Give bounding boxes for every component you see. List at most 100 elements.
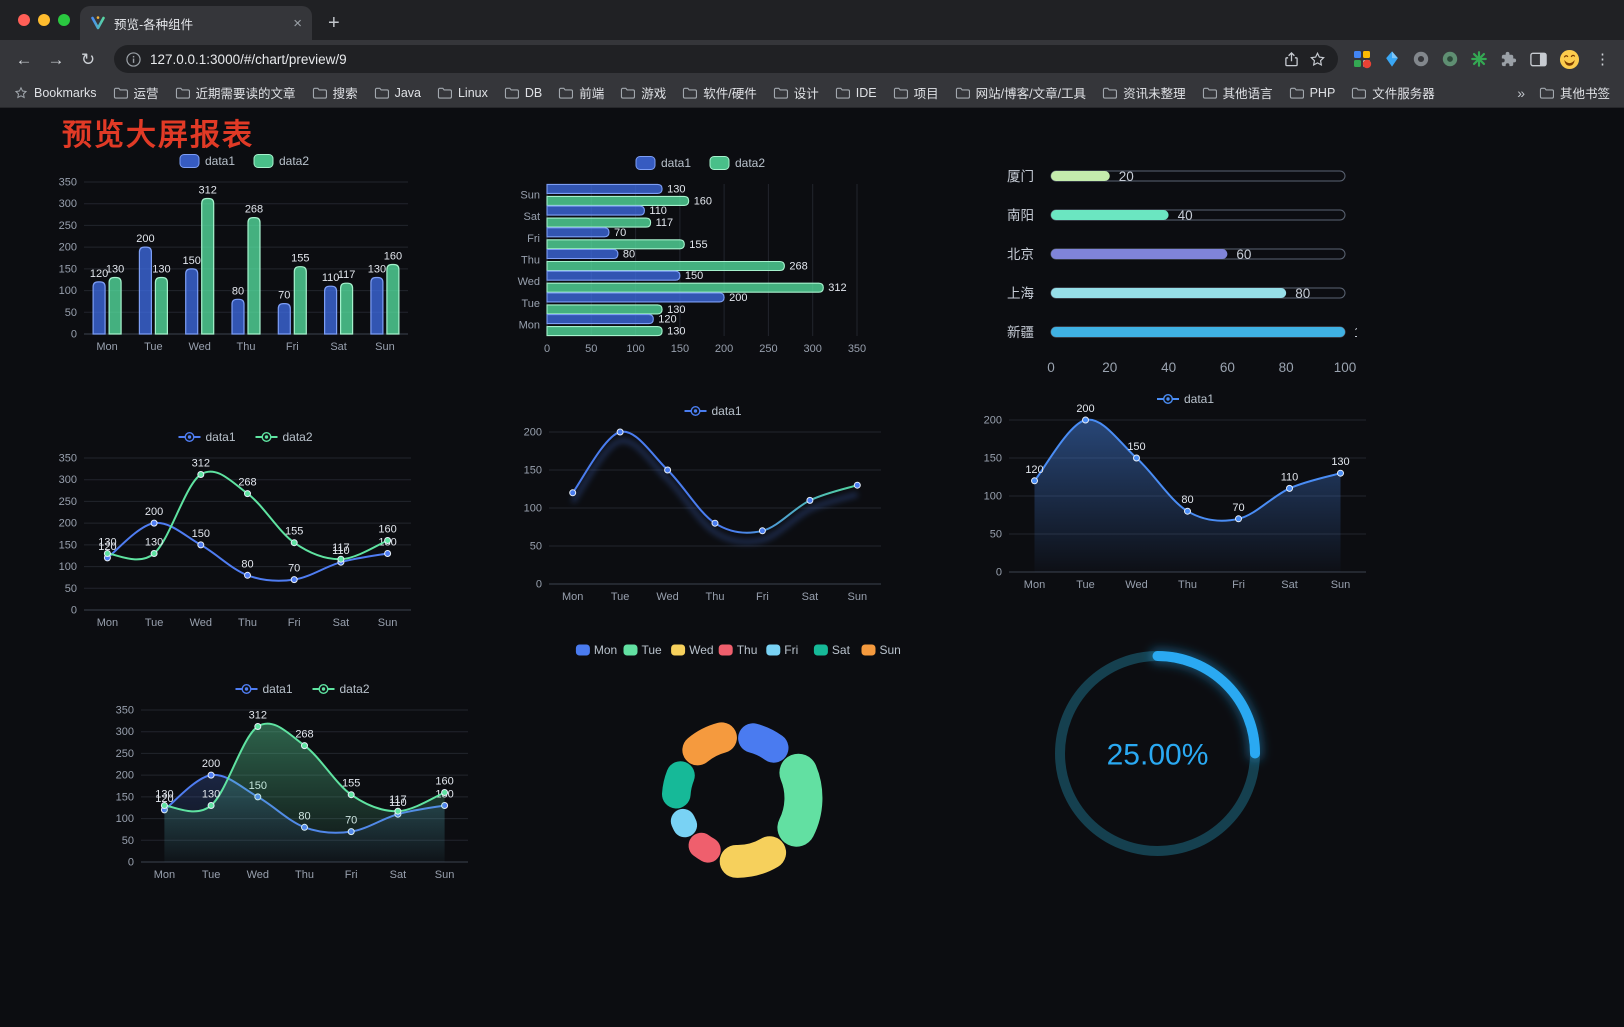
chart-line-gradient[interactable]: 0 50 100 150 200 Mon Tue Wed Thu Fri Sat Sun data1	[505, 398, 895, 610]
share-icon[interactable]	[1283, 51, 1300, 68]
bookmark-item[interactable]: 软件/硬件	[682, 83, 757, 102]
forward-button[interactable]: →	[47, 49, 65, 69]
bookmark-item[interactable]: 前端	[558, 83, 604, 102]
svg-text:60: 60	[1236, 247, 1251, 262]
bookmark-item[interactable]: 运营	[113, 83, 159, 102]
bookmark-item[interactable]: 近期需要读的文章	[175, 83, 296, 102]
bookmark-item[interactable]: 网站/博客/文章/工具	[955, 83, 1086, 102]
folder-icon	[437, 87, 452, 99]
svg-text:150: 150	[1127, 441, 1145, 453]
svg-text:130: 130	[98, 537, 116, 549]
svg-text:200: 200	[729, 292, 747, 304]
chart-horizontal-bar[interactable]: 0 50 100 150 200 250 300 350 Sun 130 160 Sat 110 117 F…	[505, 150, 905, 362]
svg-text:250: 250	[759, 343, 777, 355]
chart-line-two-series[interactable]: 0 50 100 150 200 250 300 350 Mon Tue Wed Thu Fri Sat S…	[40, 424, 425, 636]
svg-text:40: 40	[1161, 360, 1176, 375]
svg-text:150: 150	[671, 343, 689, 355]
profile-avatar[interactable]	[1559, 49, 1580, 70]
chart-donut[interactable]: Mon Tue Wed Thu Fri Sat Sun	[545, 636, 930, 916]
svg-text:100: 100	[59, 561, 77, 573]
chart-gauge[interactable]: 25.00%	[1040, 636, 1275, 871]
bookmark-item[interactable]: 项目	[893, 83, 939, 102]
page-title: 预览大屏报表	[62, 119, 254, 152]
svg-text:150: 150	[59, 263, 77, 275]
bookmark-item[interactable]: 文件服务器	[1351, 83, 1435, 102]
extension-grid-icon[interactable]	[1352, 49, 1372, 69]
svg-text:Sun: Sun	[520, 189, 540, 201]
svg-text:350: 350	[59, 177, 77, 189]
chart-grouped-bar[interactable]: 0 50 100 150 200 250 300 350 Mon Tue Wed Thu Fri Sat S…	[40, 148, 420, 360]
chart-progress-bars[interactable]: 厦门 20 南阳 40 北京 60 上海 80 新疆 100 0 20 40 60 80 100	[1005, 156, 1377, 378]
bookmark-star-icon[interactable]	[1309, 51, 1326, 68]
bookmark-label: 前端	[579, 87, 605, 101]
svg-text:Sun: Sun	[880, 643, 901, 657]
tab-favicon	[91, 16, 105, 30]
svg-text:data2: data2	[735, 156, 765, 170]
svg-text:350: 350	[59, 453, 77, 465]
extension-kite-icon[interactable]	[1383, 50, 1401, 68]
svg-text:0: 0	[1047, 360, 1055, 375]
svg-text:60: 60	[1220, 360, 1235, 375]
svg-text:Fri: Fri	[527, 233, 540, 245]
bookmark-label: 资讯未整理	[1123, 87, 1186, 101]
extension-star-icon[interactable]	[1470, 50, 1488, 68]
side-panel-icon[interactable]	[1529, 50, 1548, 69]
new-tab-button[interactable]: +	[328, 12, 340, 34]
window-zoom-button[interactable]	[58, 14, 70, 26]
url-path: /#/chart/preview/9	[240, 51, 347, 67]
extension-green-icon[interactable]	[1441, 50, 1459, 68]
chart-line-area[interactable]: 0 50 100 150 200 Mon Tue Wed Thu Fri Sat Sun 120 200 1…	[965, 386, 1380, 598]
svg-text:Tue: Tue	[145, 617, 164, 629]
bookmark-item-bookmarks[interactable]: Bookmarks	[14, 86, 97, 100]
extensions-puzzle-icon[interactable]	[1499, 50, 1518, 69]
reload-button[interactable]: ↻	[80, 49, 96, 69]
bookmark-item[interactable]: 其他语言	[1202, 83, 1273, 102]
svg-text:70: 70	[288, 563, 300, 575]
other-bookmarks[interactable]: 其他书签	[1539, 83, 1610, 102]
browser-tab[interactable]: 预览-各种组件 ×	[80, 6, 312, 40]
svg-text:130: 130	[667, 326, 685, 338]
svg-text:Wed: Wed	[247, 869, 269, 881]
svg-text:160: 160	[435, 776, 453, 788]
other-bookmarks-label: 其他书签	[1559, 87, 1610, 101]
svg-text:Thu: Thu	[706, 591, 725, 603]
svg-text:Tue: Tue	[1076, 579, 1095, 591]
bookmark-item[interactable]: 游戏	[620, 83, 666, 102]
bookmark-item[interactable]: Linux	[437, 86, 488, 100]
svg-text:Tue: Tue	[144, 341, 163, 353]
back-button[interactable]: ←	[15, 49, 33, 69]
bookmark-item[interactable]: 资讯未整理	[1102, 83, 1186, 102]
bookmark-item[interactable]: Java	[374, 86, 421, 100]
chart-line-area-two[interactable]: 0 50 100 150 200 250 300 350 Mon Tue Wed Thu Fri Sat S…	[97, 676, 482, 888]
svg-text:data1: data1	[1184, 392, 1214, 406]
bookmark-label: PHP	[1309, 85, 1336, 100]
svg-text:150: 150	[116, 791, 134, 803]
svg-text:200: 200	[59, 518, 77, 530]
svg-text:130: 130	[152, 264, 170, 276]
window-minimize-button[interactable]	[38, 14, 50, 26]
bookmark-label: 其他语言	[1222, 87, 1273, 101]
svg-text:120: 120	[98, 541, 116, 553]
bookmark-item[interactable]: DB	[504, 86, 542, 100]
svg-text:Sat: Sat	[330, 341, 347, 353]
svg-text:150: 150	[192, 528, 210, 540]
bookmark-item[interactable]: IDE	[835, 86, 877, 100]
svg-text:130: 130	[106, 264, 124, 276]
site-info-icon[interactable]	[126, 51, 141, 67]
bookmark-item[interactable]: 设计	[773, 83, 819, 102]
window-close-button[interactable]	[18, 14, 30, 26]
bookmark-item[interactable]: PHP	[1289, 85, 1336, 100]
svg-text:Fri: Fri	[1232, 579, 1245, 591]
svg-text:250: 250	[59, 496, 77, 508]
tab-close-icon[interactable]: ×	[293, 14, 302, 32]
bookmark-item[interactable]: 搜索	[312, 83, 358, 102]
address-bar[interactable]: 127.0.0.1:3000/#/chart/preview/9	[114, 45, 1338, 73]
folder-icon	[621, 87, 636, 99]
bookmarks-overflow-chevron[interactable]: »	[1517, 84, 1525, 101]
svg-text:80: 80	[623, 249, 635, 261]
tab-strip: 预览-各种组件 × +	[0, 0, 1624, 40]
menu-icon[interactable]: ⋮	[1595, 51, 1610, 68]
extension-circle-icon[interactable]	[1412, 50, 1430, 68]
traffic-lights	[18, 14, 70, 26]
svg-text:0: 0	[996, 567, 1002, 579]
